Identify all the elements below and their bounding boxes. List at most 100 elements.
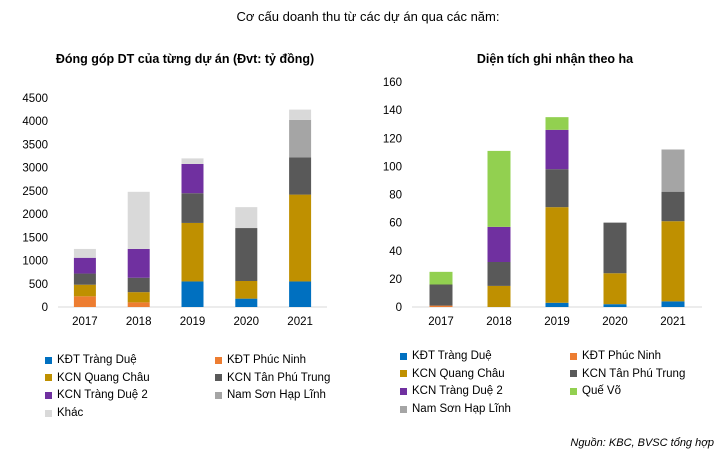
bar-segment (181, 158, 204, 164)
y-tick-label: 40 (389, 246, 402, 258)
legend-item: Quế Võ (570, 385, 621, 397)
legend-label: KCN Tân Phú Trung (227, 371, 331, 384)
legend-swatch (400, 370, 407, 378)
y-tick-label: 2500 (22, 186, 48, 198)
bar-segment (661, 221, 685, 302)
legend-label: KCN Tràng Duệ 2 (57, 389, 148, 402)
bar-segment (487, 226, 511, 262)
legend-swatch (45, 374, 52, 382)
bar-segment (181, 281, 204, 307)
y-tick-label: 80 (389, 190, 402, 202)
legend-swatch (570, 352, 577, 360)
legend-item: Nam Sơn Hạp Lĩnh (215, 389, 326, 401)
legend-swatch (400, 387, 407, 395)
legend-label: KĐT Phúc Ninh (227, 354, 307, 366)
bar-segment (487, 150, 511, 227)
y-tick-label: 160 (383, 77, 402, 89)
legend-label: KCN Quang Châu (412, 367, 505, 380)
bar-segment (127, 292, 150, 303)
legend-item: KĐT Phúc Ninh (570, 350, 661, 362)
bar-segment (487, 285, 511, 307)
legend-swatch (45, 409, 52, 417)
y-tick-label: 4500 (22, 93, 48, 105)
legend-swatch (215, 356, 222, 364)
bar-segment (127, 302, 150, 307)
y-tick-label: 500 (29, 279, 48, 291)
bar-segment (661, 191, 685, 222)
legend-item: KCN Tràng Duệ 2 (400, 385, 503, 397)
x-tick-label: 2017 (72, 316, 98, 328)
y-tick-label: 2000 (22, 209, 48, 221)
bar-segment (235, 298, 258, 307)
bar-segment (73, 284, 96, 297)
bar-segment (235, 280, 258, 299)
x-tick-label: 2021 (660, 316, 686, 328)
bar-segment (545, 207, 569, 303)
legend-item: KCN Tân Phú Trung (215, 372, 330, 384)
bar-segment (73, 296, 96, 307)
legend-item: KĐT Tràng Duệ (45, 354, 137, 366)
x-tick-label: 2020 (602, 316, 628, 328)
legend-item: Khác (45, 407, 83, 419)
bar-segment (603, 304, 627, 307)
page-heading: Cơ cấu doanh thu từ các dự án qua các nă… (236, 9, 500, 24)
bar-segment (73, 248, 96, 258)
legend-item: KCN Quang Châu (45, 372, 150, 384)
legend-item: Nam Sơn Hạp Lĩnh (400, 403, 511, 415)
x-tick-label: 2019 (180, 316, 206, 328)
legend-label: KCN Quang Châu (57, 371, 150, 384)
bar-segment (289, 157, 312, 195)
y-tick-label: 20 (389, 274, 402, 286)
x-tick-label: 2019 (544, 316, 570, 328)
bar-segment (603, 273, 627, 305)
bar-segment (487, 262, 511, 286)
bar-segment (127, 191, 150, 249)
bar-segment (289, 194, 312, 282)
legend-swatch (45, 391, 52, 399)
source-note: Nguồn: KBC, BVSC tổng hợp (570, 437, 714, 449)
legend-label: Quế Võ (582, 385, 621, 398)
y-tick-label: 140 (383, 105, 402, 117)
y-tick-label: 3500 (22, 139, 48, 151)
bar-segment (545, 302, 569, 307)
legend-label: Khác (57, 407, 84, 420)
bar-segment (181, 222, 204, 282)
legend-item: KCN Quang Châu (400, 368, 505, 380)
bar-segment (429, 271, 453, 285)
bar-segment (429, 305, 453, 307)
legend-swatch (400, 352, 407, 360)
legend-label: Nam Sơn Hạp Lĩnh (227, 389, 326, 402)
bar-segment (73, 273, 96, 285)
legend-label: KĐT Phúc Ninh (582, 350, 662, 362)
bar-segment (235, 207, 258, 229)
x-tick-label: 2018 (486, 316, 512, 328)
x-tick-label: 2017 (428, 316, 454, 328)
y-tick-label: 0 (396, 302, 402, 314)
bar-segment (289, 109, 312, 120)
legend-item: KĐT Phúc Ninh (215, 354, 306, 366)
bar-segment (127, 248, 150, 278)
y-tick-label: 4000 (22, 116, 48, 128)
bar-segment (289, 281, 312, 307)
y-tick-label: 100 (383, 161, 402, 173)
legend-swatch (215, 391, 222, 399)
bar-segment (73, 257, 96, 274)
bar-segment (545, 117, 569, 130)
bar-segment (661, 301, 685, 307)
legend-label: KCN Tân Phú Trung (582, 367, 686, 380)
x-tick-label: 2018 (126, 316, 152, 328)
bar-segment (127, 277, 150, 293)
legend-swatch (400, 405, 407, 413)
legend-label: KĐT Tràng Duệ (57, 354, 137, 366)
bar-segment (545, 169, 569, 208)
y-tick-label: 3000 (22, 163, 48, 175)
y-tick-label: 60 (389, 218, 402, 230)
bar-segment (235, 228, 258, 281)
y-tick-label: 1000 (22, 256, 48, 268)
legend-swatch (215, 374, 222, 382)
x-tick-label: 2021 (287, 316, 313, 328)
legend-item: KĐT Tràng Duệ (400, 350, 492, 362)
legend-item: KCN Tân Phú Trung (570, 368, 685, 380)
bar-segment (181, 163, 204, 194)
